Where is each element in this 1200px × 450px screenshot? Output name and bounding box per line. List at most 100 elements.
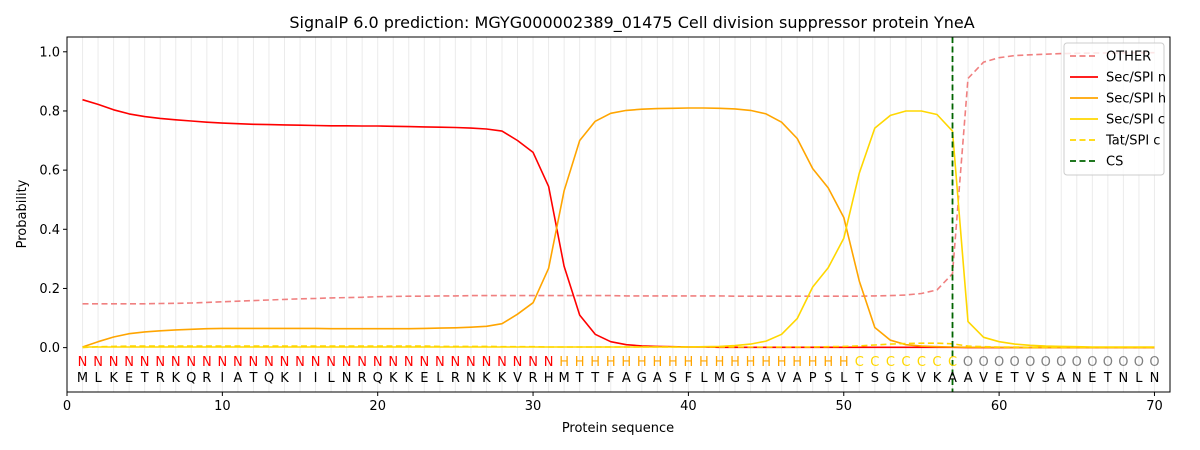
vertical-gridlines bbox=[82, 37, 1155, 392]
region-label: N bbox=[435, 355, 445, 370]
region-label: H bbox=[746, 355, 756, 370]
residue-label: R bbox=[202, 371, 211, 386]
region-label: N bbox=[78, 355, 88, 370]
region-label: O bbox=[1041, 355, 1051, 370]
residue-label: T bbox=[140, 371, 149, 386]
x-axis-label: Protein sequence bbox=[562, 421, 674, 436]
region-label: H bbox=[839, 355, 849, 370]
residue-label: K bbox=[933, 371, 942, 386]
region-label: N bbox=[186, 355, 196, 370]
region-label: N bbox=[264, 355, 274, 370]
region-label: N bbox=[280, 355, 290, 370]
legend-label: OTHER bbox=[1106, 50, 1151, 65]
y-tick-label: 0.6 bbox=[39, 164, 60, 179]
residue-label: V bbox=[777, 371, 786, 386]
residue-label: S bbox=[871, 371, 879, 386]
region-label: N bbox=[155, 355, 165, 370]
x-tick-label: 70 bbox=[1146, 399, 1163, 414]
region-label: N bbox=[466, 355, 476, 370]
residue-label: T bbox=[1010, 371, 1019, 386]
x-tick-label: 40 bbox=[680, 399, 697, 414]
residue-label: K bbox=[109, 371, 118, 386]
x-tick-label: 60 bbox=[991, 399, 1008, 414]
region-label: N bbox=[233, 355, 243, 370]
residue-label: M bbox=[559, 371, 570, 386]
residue-label: H bbox=[544, 371, 554, 386]
series-line-sec-spi-c bbox=[82, 110, 1155, 348]
series-line-sec-spi-h bbox=[82, 107, 1155, 349]
region-label: H bbox=[823, 355, 833, 370]
region-label: N bbox=[326, 355, 336, 370]
region-label: H bbox=[575, 355, 585, 370]
region-label: N bbox=[544, 355, 554, 370]
region-label: N bbox=[202, 355, 212, 370]
legend-label: Sec/SPI c bbox=[1106, 113, 1165, 128]
region-label: N bbox=[171, 355, 181, 370]
y-axis-label: Probability bbox=[15, 179, 30, 248]
region-label: O bbox=[1149, 355, 1159, 370]
residue-label: A bbox=[948, 371, 957, 386]
region-label: N bbox=[357, 355, 367, 370]
residue-label: R bbox=[358, 371, 367, 386]
residue-label: N bbox=[1150, 371, 1160, 386]
residue-label: K bbox=[389, 371, 398, 386]
region-label: H bbox=[559, 355, 569, 370]
region-label: N bbox=[109, 355, 119, 370]
residue-label: A bbox=[762, 371, 771, 386]
region-label: O bbox=[1103, 355, 1113, 370]
region-label: H bbox=[684, 355, 694, 370]
residue-label: A bbox=[622, 371, 631, 386]
region-label: H bbox=[652, 355, 662, 370]
region-label: H bbox=[590, 355, 600, 370]
residue-label: K bbox=[280, 371, 289, 386]
legend-box bbox=[1063, 42, 1165, 176]
legend: OTHER Sec/SPI n Sec/SPI h Sec/SPI c Tat/SPI … bbox=[1063, 42, 1166, 176]
region-label: N bbox=[482, 355, 492, 370]
region-label: H bbox=[777, 355, 787, 370]
residue-label: R bbox=[529, 371, 538, 386]
region-label: H bbox=[637, 355, 647, 370]
region-label: H bbox=[668, 355, 678, 370]
residue-label: G bbox=[730, 371, 740, 386]
residue-label: Q bbox=[186, 371, 196, 386]
residue-label: A bbox=[964, 371, 973, 386]
series-line-tat-spi-c bbox=[82, 342, 1155, 349]
residue-label: M bbox=[77, 371, 88, 386]
y-tick-label: 0.8 bbox=[39, 104, 60, 119]
region-label: N bbox=[497, 355, 507, 370]
region-label: H bbox=[715, 355, 725, 370]
series-line-sec-spi-n bbox=[82, 98, 1155, 349]
residue-label: P bbox=[809, 371, 817, 386]
residue-label: K bbox=[498, 371, 507, 386]
residue-label: Q bbox=[373, 371, 383, 386]
region-label: N bbox=[311, 355, 321, 370]
residue-label: T bbox=[248, 371, 257, 386]
residue-label: E bbox=[125, 371, 133, 386]
region-label: O bbox=[978, 355, 988, 370]
region-label: H bbox=[808, 355, 818, 370]
residue-label: T bbox=[854, 371, 863, 386]
y-tick-label: 0.2 bbox=[39, 282, 60, 297]
residue-label: K bbox=[482, 371, 491, 386]
residue-label: M bbox=[714, 371, 725, 386]
region-label: C bbox=[855, 355, 864, 370]
x-tick-label: 30 bbox=[525, 399, 542, 414]
region-label: N bbox=[124, 355, 134, 370]
region-label: O bbox=[1056, 355, 1066, 370]
region-label: H bbox=[621, 355, 631, 370]
residue-label: R bbox=[156, 371, 165, 386]
region-label: O bbox=[1025, 355, 1035, 370]
residue-label: G bbox=[885, 371, 895, 386]
residue-label: I bbox=[298, 371, 302, 386]
residue-label: A bbox=[1057, 371, 1066, 386]
region-label: N bbox=[249, 355, 259, 370]
region-label: H bbox=[699, 355, 709, 370]
residue-label: T bbox=[590, 371, 599, 386]
residue-label: A bbox=[793, 371, 802, 386]
residue-label: G bbox=[637, 371, 647, 386]
residue-label: E bbox=[420, 371, 428, 386]
region-label: C bbox=[901, 355, 910, 370]
region-label: N bbox=[419, 355, 429, 370]
region-label: O bbox=[1134, 355, 1144, 370]
region-label: C bbox=[948, 355, 957, 370]
